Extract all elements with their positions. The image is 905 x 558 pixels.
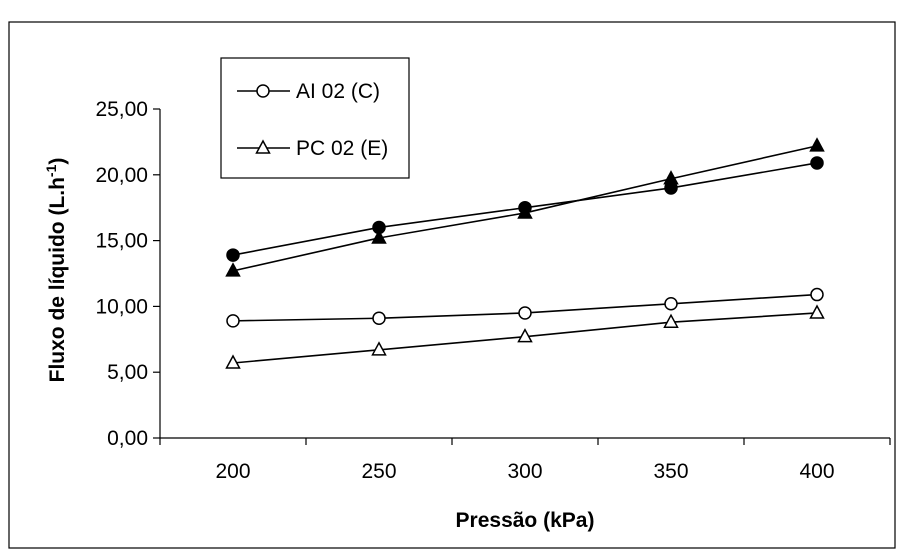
y-tick-label-0: 0,00 xyxy=(107,427,148,450)
data-point-2-4 xyxy=(810,156,824,170)
data-point-3-2 xyxy=(517,204,533,219)
legend-marker-1 xyxy=(255,139,271,154)
legend: AI 02 (C) PC 02 (E) xyxy=(220,57,410,179)
data-point-3-1 xyxy=(371,229,387,244)
x-tick-label-2: 300 xyxy=(507,460,542,483)
series-layer xyxy=(225,137,825,369)
data-point-1-3 xyxy=(663,313,679,328)
legend-marker-0 xyxy=(256,84,270,98)
y-tick-label-3: 15,00 xyxy=(95,230,148,253)
legend-box xyxy=(220,57,410,179)
y-tick-label-5: 25,00 xyxy=(95,98,148,121)
chart-frame xyxy=(8,21,896,549)
x-axis-ticks: 200 250 300 350 400 xyxy=(159,438,891,483)
x-tick-label-1: 250 xyxy=(361,460,396,483)
data-point-2-0 xyxy=(226,248,240,262)
legend-label-0: AI 02 (C) xyxy=(296,80,380,103)
x-tick-label-3: 350 xyxy=(653,460,688,483)
y-axis-title-sup: -1 xyxy=(43,164,59,177)
y-axis-title: Fluxo de líquido (L.h-1) xyxy=(43,158,69,383)
data-point-1-2 xyxy=(517,328,533,343)
data-point-0-3 xyxy=(664,297,678,311)
data-point-0-4 xyxy=(810,287,824,302)
x-tick-label-0: 200 xyxy=(215,460,250,483)
data-point-3-3 xyxy=(663,170,679,185)
data-point-3-4 xyxy=(809,137,825,152)
data-point-0-1 xyxy=(372,311,386,325)
series-0 xyxy=(226,287,824,328)
y-axis-title-main: Fluxo de líquido (L.h xyxy=(46,177,69,382)
legend-entries: AI 02 (C) PC 02 (E) xyxy=(237,80,388,160)
data-point-1-4 xyxy=(809,304,825,319)
data-point-3-0 xyxy=(225,262,241,277)
data-point-0-2 xyxy=(518,306,532,320)
data-point-1-0 xyxy=(225,354,241,369)
data-point-1-1 xyxy=(371,341,387,356)
legend-entry-1: PC 02 (E) xyxy=(237,137,388,160)
x-axis-title: Pressão (kPa) xyxy=(456,509,595,532)
legend-entry-0: AI 02 (C) xyxy=(237,80,380,103)
x-tick-label-4: 400 xyxy=(799,460,834,483)
legend-label-1: PC 02 (E) xyxy=(296,137,388,160)
series-3 xyxy=(225,137,825,277)
y-tick-label-2: 10,00 xyxy=(95,295,148,318)
y-tick-label-1: 5,00 xyxy=(107,361,148,384)
series-1 xyxy=(225,304,825,369)
y-axis-title-close: ) xyxy=(46,158,69,165)
y-tick-label-4: 20,00 xyxy=(95,164,148,187)
data-point-0-0 xyxy=(226,314,240,328)
y-axis-ticks: 0,00 5,00 10,00 15,00 20,00 25,00 xyxy=(95,98,160,450)
